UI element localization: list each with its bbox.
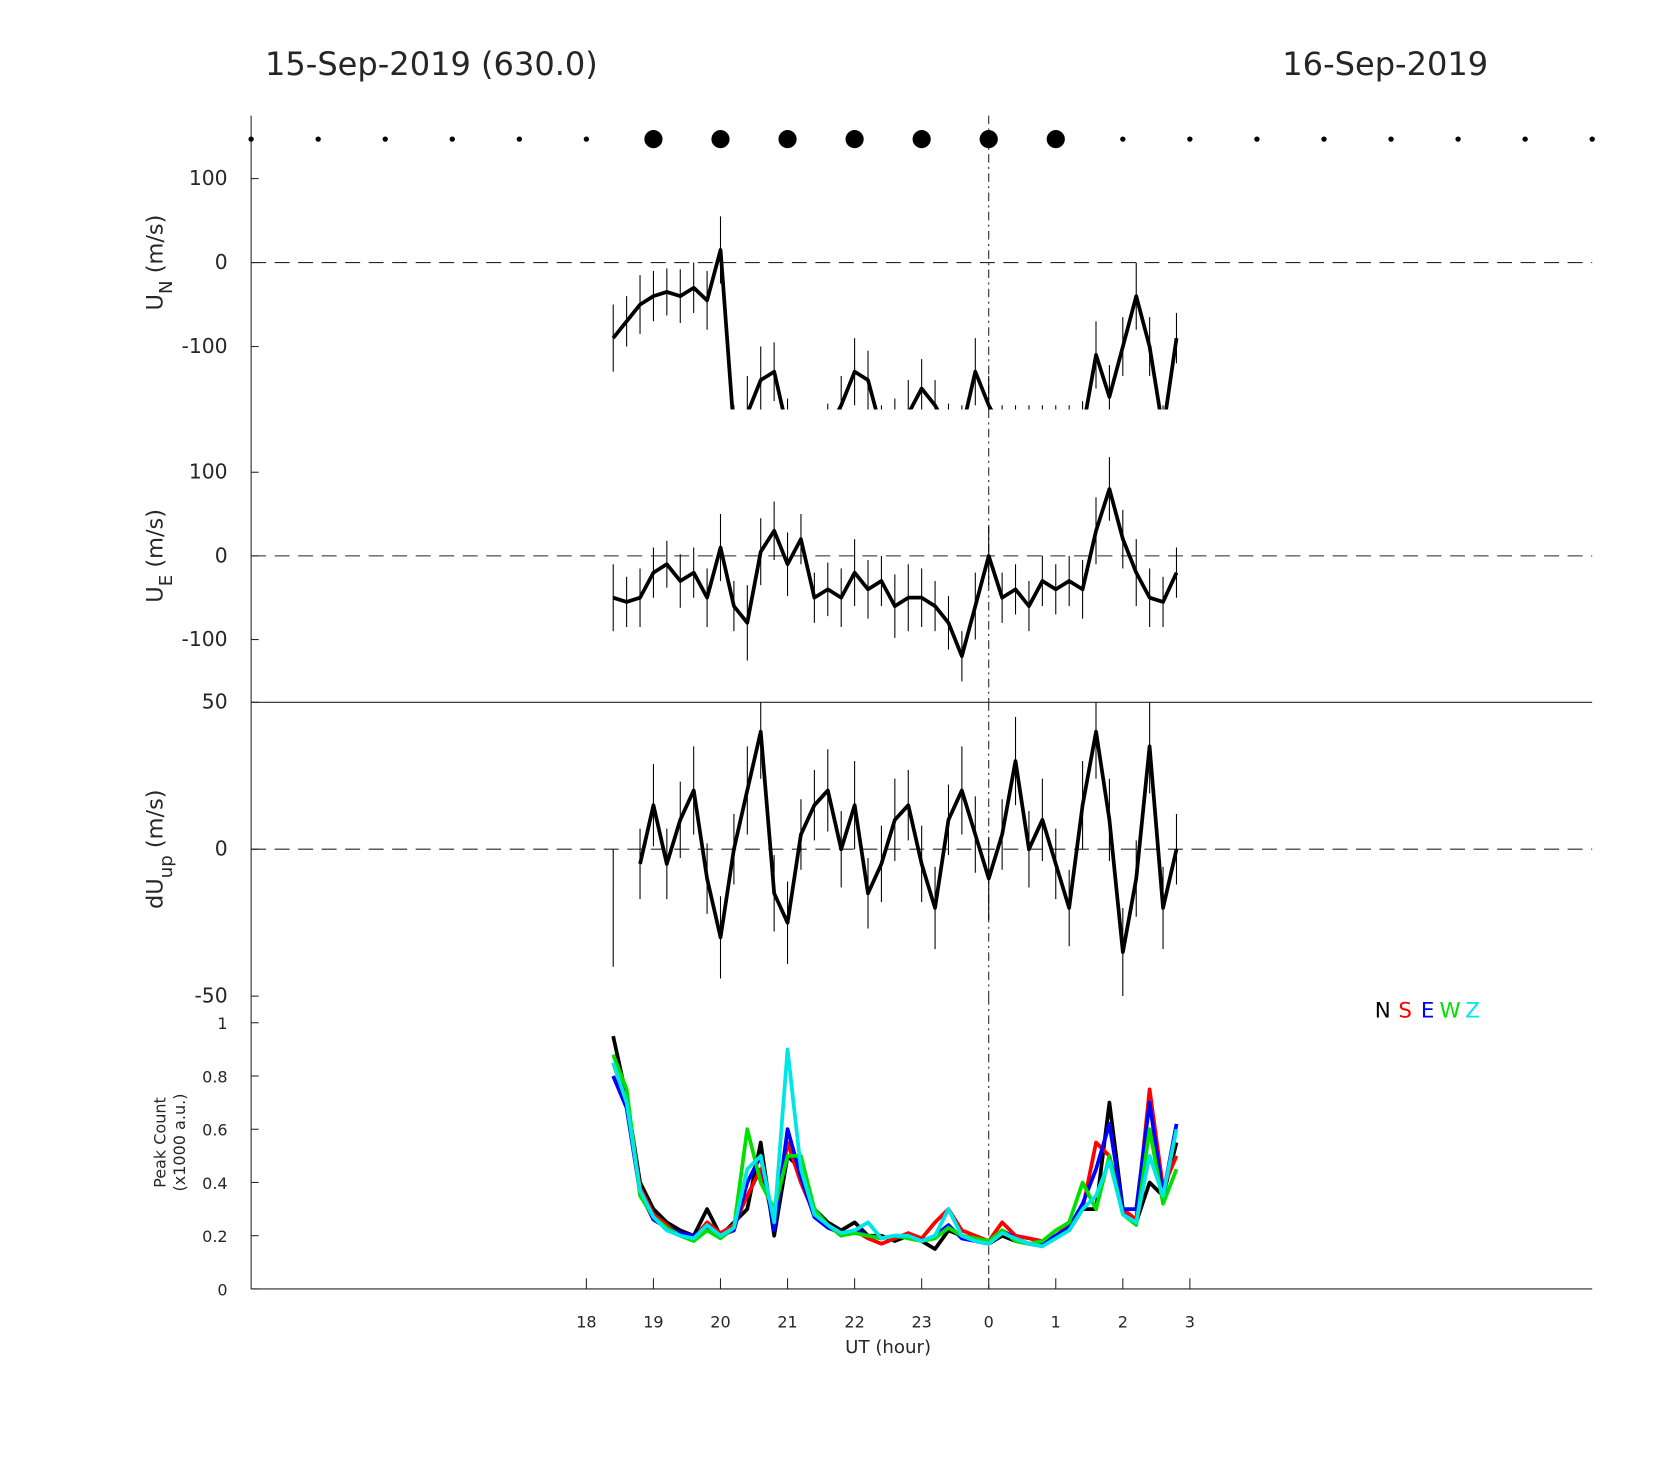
marker-small	[315, 136, 321, 142]
legend-entry: W	[1440, 999, 1461, 1024]
legend-entry: N	[1375, 999, 1391, 1024]
y-tick-label: 50	[202, 690, 228, 714]
marker-small	[1388, 136, 1394, 142]
x-tick-label: 20	[710, 1312, 730, 1331]
marker-large	[979, 130, 998, 149]
x-tick-label: 19	[643, 1312, 663, 1331]
series	[611, 1047, 1179, 1249]
x-tick-label: 21	[777, 1312, 797, 1331]
marker-small	[1522, 136, 1528, 142]
series	[612, 457, 1179, 682]
marker-small	[248, 136, 254, 142]
data-line	[612, 487, 1179, 659]
y-tick-label: 0	[215, 250, 228, 274]
marker-small	[449, 136, 455, 142]
marker-small	[1321, 136, 1327, 142]
x-axis-label: UT (hour)	[845, 1337, 931, 1358]
y-axis-label: (x1000 a.u.)	[170, 1094, 189, 1192]
y-tick-label: -100	[182, 627, 228, 651]
x-tick-label: 22	[844, 1312, 864, 1331]
marker-small	[583, 136, 590, 142]
marker-large	[1046, 130, 1065, 149]
marker-small	[1254, 136, 1260, 142]
y-label-unit: (m/s)	[142, 789, 168, 855]
y-tick-label: 0	[215, 543, 228, 567]
y-tick-label: -100	[182, 334, 228, 358]
marker-small	[1187, 136, 1193, 142]
y-axis-label: dUup (m/s)	[142, 789, 177, 908]
marker-large	[778, 130, 797, 149]
y-tick-label: 0	[215, 837, 228, 861]
marker-large	[644, 130, 663, 149]
marker-small	[1589, 136, 1595, 142]
y-axis-label: UE (m/s)	[142, 509, 177, 603]
y-label-main: U	[142, 294, 168, 310]
y-tick-label: 100	[189, 166, 228, 190]
y-label-unit: (m/s)	[142, 509, 168, 575]
y-label-sub: up	[156, 855, 177, 878]
y-label-unit: (m/s)	[142, 215, 168, 281]
y-label-sub: N	[156, 280, 177, 294]
data-line	[638, 729, 1179, 954]
date-left: 15-Sep-2019 (630.0)	[265, 45, 598, 83]
y-tick-label: 0	[217, 1280, 227, 1299]
series	[611, 216, 1179, 410]
marker-large	[912, 130, 931, 149]
data-line	[611, 248, 1179, 410]
marker-small	[382, 136, 388, 142]
y-label-main: U	[142, 586, 168, 602]
y-tick-label: 0.2	[202, 1227, 227, 1246]
y-label-sub: E	[156, 575, 177, 586]
y-label-main: dU	[142, 878, 168, 909]
x-tick-label: 18	[576, 1312, 596, 1331]
y-tick-label: 0.4	[202, 1174, 227, 1193]
x-tick-label: 23	[911, 1312, 931, 1331]
marker-small	[1120, 136, 1126, 142]
x-tick-label: 3	[1185, 1312, 1195, 1331]
legend-entry: Z	[1465, 999, 1480, 1024]
y-axis-label: UN (m/s)	[142, 215, 177, 311]
y-tick-label: -50	[194, 984, 227, 1008]
marker-small	[516, 136, 523, 142]
legend-entry: E	[1421, 999, 1435, 1024]
y-tick-label: 0.8	[202, 1067, 227, 1086]
marker-large	[845, 130, 864, 149]
series	[612, 702, 1179, 997]
y-tick-label: 100	[189, 460, 228, 484]
y-tick-label: 0.6	[202, 1121, 227, 1140]
x-tick-label: 2	[1118, 1312, 1128, 1331]
y-tick-label: 1	[217, 1014, 227, 1033]
x-tick-label: 0	[984, 1312, 994, 1331]
marker-large	[711, 130, 730, 149]
data-line	[611, 1047, 1179, 1249]
date-right: 16-Sep-2019	[1282, 45, 1488, 83]
marker-small	[1455, 136, 1461, 142]
y-axis-label: Peak Count	[151, 1097, 170, 1188]
x-tick-label: 1	[1051, 1312, 1061, 1331]
legend-entry: S	[1398, 999, 1412, 1024]
